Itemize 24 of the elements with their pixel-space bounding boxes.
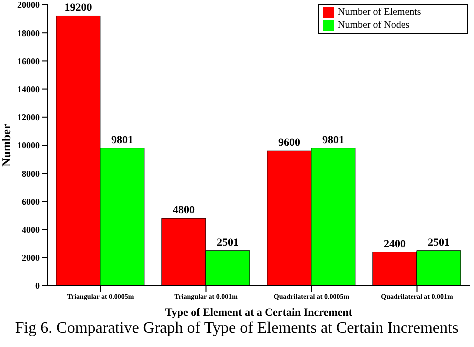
y-tick-label: 6000 bbox=[22, 196, 40, 207]
data-label: 9801 bbox=[322, 134, 344, 146]
legend-label: Number of Nodes bbox=[338, 20, 410, 31]
data-label: 4800 bbox=[172, 204, 196, 217]
data-label: 9801 bbox=[111, 134, 134, 146]
y-tick-label: 12000 bbox=[18, 112, 40, 123]
data-label: 2400 bbox=[384, 238, 406, 250]
y-tick-label: 0 bbox=[36, 281, 40, 292]
caption: Fig 6. Comparative Graph of Type of Elements at Certain Increments bbox=[14, 319, 460, 339]
data-label: 9600 bbox=[278, 137, 301, 150]
x-axis-title: Type of Element at a Certain Increment bbox=[165, 307, 353, 319]
data-label: 2501 bbox=[216, 236, 239, 249]
y-axis-title: Number bbox=[0, 124, 14, 167]
y-tick-label: 20000 bbox=[18, 0, 40, 10]
y-tick-label: 8000 bbox=[22, 168, 40, 179]
y-tick-label: 2000 bbox=[22, 253, 40, 264]
y-tick-label: 16000 bbox=[18, 56, 40, 66]
data-label: 2501 bbox=[428, 236, 450, 249]
y-tick-label: 14000 bbox=[18, 84, 40, 94]
legend-label: Number of Elements bbox=[338, 7, 422, 18]
y-tick-label: 18000 bbox=[18, 28, 40, 38]
y-tick-label: 4000 bbox=[22, 224, 40, 235]
data-label: 19200 bbox=[64, 2, 93, 14]
y-tick-label: 10000 bbox=[18, 140, 40, 151]
